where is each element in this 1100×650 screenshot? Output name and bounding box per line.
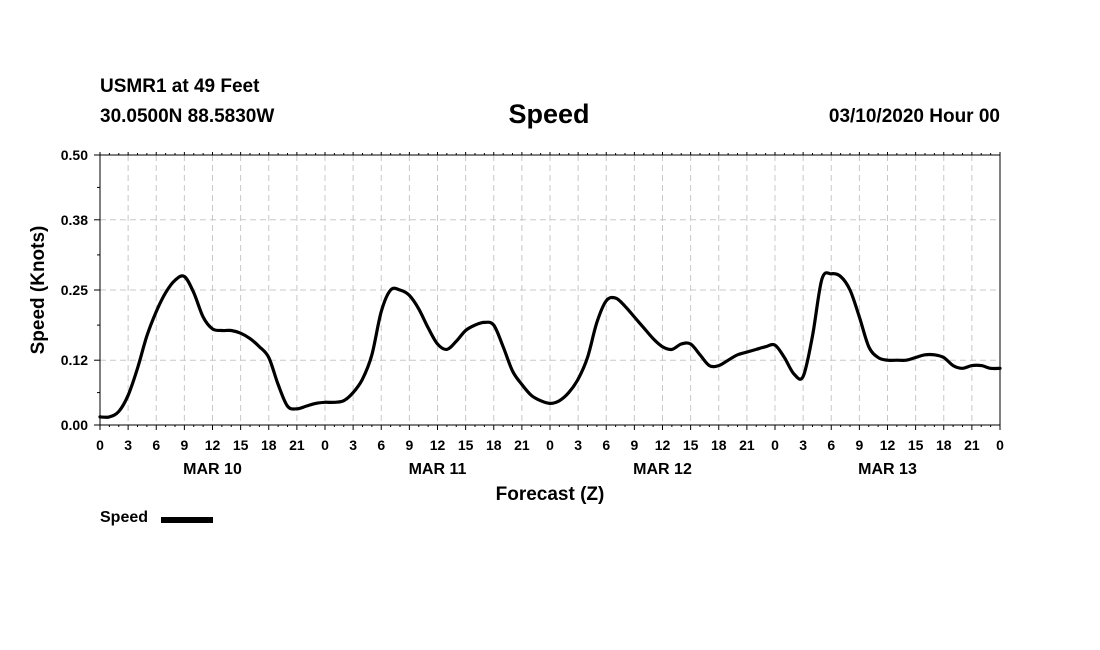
- x-tick-label: 0: [546, 437, 554, 453]
- x-tick-label: 21: [964, 437, 980, 453]
- x-tick-label: 9: [405, 437, 413, 453]
- x-tick-label: 6: [602, 437, 610, 453]
- x-tick-label: 12: [205, 437, 221, 453]
- y-tick-label: 0.38: [61, 212, 88, 228]
- station-label: USMR1 at 49 Feet: [100, 76, 260, 97]
- x-axis-title: Forecast (Z): [496, 484, 605, 505]
- x-tick-label: 0: [321, 437, 329, 453]
- coordinates-label: 30.0500N 88.5830W: [100, 106, 275, 127]
- speed-series-line: [98, 271, 1002, 419]
- x-tick-label: 18: [486, 437, 502, 453]
- x-tick-label: 3: [124, 437, 132, 453]
- x-tick-label: 15: [908, 437, 924, 453]
- x-tick-label: 0: [96, 437, 104, 453]
- x-tick-label: 15: [458, 437, 474, 453]
- x-tick-label: 21: [514, 437, 530, 453]
- x-tick-label: 9: [855, 437, 863, 453]
- x-tick-label: 9: [630, 437, 638, 453]
- series-layer: [98, 271, 1002, 419]
- forecast-datetime: 03/10/2020 Hour 00: [828, 106, 1000, 127]
- x-tick-label: 21: [289, 437, 305, 453]
- x-tick-label: 9: [180, 437, 188, 453]
- y-axis-title: Speed (Knots): [28, 226, 49, 355]
- plot-frame: [99, 154, 1001, 426]
- x-tick-label: 3: [574, 437, 582, 453]
- x-tick-label: 15: [683, 437, 699, 453]
- axis-ticks: [94, 152, 1001, 430]
- day-label: MAR 10: [183, 461, 242, 478]
- x-tick-label: 3: [349, 437, 357, 453]
- x-tick-label: 0: [996, 437, 1004, 453]
- legend-label: Speed: [100, 509, 149, 526]
- day-label: MAR 11: [409, 461, 467, 478]
- x-tick-label: 6: [377, 437, 385, 453]
- x-tick-label: 3: [799, 437, 807, 453]
- y-tick-label: 0.50: [61, 147, 88, 163]
- x-tick-label: 6: [827, 437, 835, 453]
- y-tick-label: 0.00: [61, 417, 88, 433]
- x-tick-label: 15: [233, 437, 249, 453]
- day-label: MAR 12: [633, 461, 692, 478]
- x-tick-label: 0: [771, 437, 779, 453]
- x-tick-label: 6: [152, 437, 160, 453]
- x-tick-label: 12: [880, 437, 896, 453]
- chart-title: Speed: [508, 99, 590, 129]
- y-tick-label: 0.12: [61, 352, 88, 368]
- y-tick-label: 0.25: [61, 282, 88, 298]
- x-tick-label: 18: [936, 437, 952, 453]
- day-label: MAR 13: [858, 461, 917, 478]
- legend-swatch: [161, 517, 213, 523]
- x-tick-label: 12: [655, 437, 671, 453]
- x-tick-label: 12: [430, 437, 446, 453]
- x-tick-label: 18: [711, 437, 727, 453]
- x-tick-label: 18: [261, 437, 277, 453]
- x-tick-label: 21: [739, 437, 755, 453]
- grid: [100, 155, 1000, 425]
- axis-labels: 0 3 6 9 12 15 18 21 0 3 6 9 12 15 18 21 0 3 6 9 12 15 18 21 0 3 6 9…: [61, 147, 1004, 478]
